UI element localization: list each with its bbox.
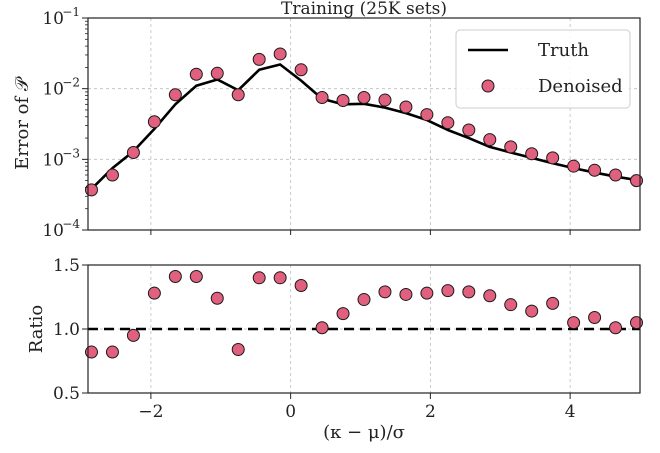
denoised-point xyxy=(504,140,518,154)
ratio-point xyxy=(168,270,182,284)
ratio-point xyxy=(483,289,497,303)
denoised-point xyxy=(567,159,581,173)
top-yticks: 10−110−210−310−4 xyxy=(42,5,571,241)
bottom-yticks: 0.5 1.0 1.5 xyxy=(53,256,88,404)
top-y-axis-label: Error of 𝒫 xyxy=(12,76,33,170)
bottom-ytick-label: 1.0 xyxy=(53,320,80,340)
ratio-point xyxy=(231,342,245,356)
ratio-point xyxy=(378,285,392,299)
bottom-xtick-label: −2 xyxy=(138,402,163,422)
denoised-point xyxy=(588,163,602,177)
top-chart-title: Training (25K sets) xyxy=(281,0,447,19)
denoised-point xyxy=(252,52,266,66)
bottom-x-axis-label: (κ − μ)/σ xyxy=(323,422,405,443)
denoised-point xyxy=(168,88,182,102)
denoised-point xyxy=(378,93,392,107)
ratio-point xyxy=(525,304,539,318)
top-ytick-label: 10 xyxy=(42,80,64,100)
ratio-point xyxy=(189,270,203,284)
top-panel: 10−110−210−310−4 Training (25K sets) Err… xyxy=(12,0,644,241)
bottom-ytick-label: 1.5 xyxy=(53,256,80,276)
denoised-point xyxy=(84,183,98,197)
ratio-point xyxy=(441,284,455,298)
denoised-point xyxy=(336,94,350,108)
bottom-xticks: −2 0 2 4 xyxy=(138,393,576,422)
bottom-xtick-label: 0 xyxy=(285,402,296,422)
ratio-point xyxy=(336,307,350,321)
ratio-point xyxy=(294,278,308,292)
denoised-point xyxy=(315,90,329,104)
bottom-xtick-label: 4 xyxy=(565,402,576,422)
ratio-point xyxy=(105,345,119,359)
top-ytick-exponent: −3 xyxy=(62,146,80,160)
legend-denoised-label: Denoised xyxy=(538,76,623,97)
legend: Truth Denoised xyxy=(455,29,631,109)
bottom-xtick-label: 2 xyxy=(425,402,436,422)
denoised-point xyxy=(483,133,497,147)
denoised-point xyxy=(399,100,413,114)
ratio-point xyxy=(546,296,560,310)
legend-denoised-swatch xyxy=(481,79,495,93)
top-series xyxy=(84,47,644,197)
denoised-point xyxy=(630,174,644,188)
denoised-point xyxy=(189,67,203,81)
top-ytick-exponent: −1 xyxy=(62,5,80,19)
top-ytick-label: 10 xyxy=(42,221,64,241)
ratio-point xyxy=(273,271,287,285)
denoised-point xyxy=(147,115,161,129)
denoised-point xyxy=(420,108,434,122)
ratio-point xyxy=(315,321,329,335)
ratio-point xyxy=(630,316,644,330)
bottom-ytick-label: 0.5 xyxy=(53,384,80,404)
denoised-point xyxy=(546,151,560,165)
denoised-point xyxy=(462,123,476,137)
denoised-point xyxy=(357,90,371,104)
bottom-series xyxy=(84,270,644,359)
denoised-point xyxy=(441,116,455,130)
ratio-point xyxy=(588,310,602,324)
denoised-point xyxy=(126,145,140,159)
ratio-point xyxy=(609,321,623,335)
bottom-y-axis-label: Ratio xyxy=(26,305,47,354)
top-ytick-exponent: −2 xyxy=(62,76,80,90)
ratio-point xyxy=(462,285,476,299)
bottom-panel: 0.5 1.0 1.5 −2 0 2 4 Ratio (κ − μ)/σ xyxy=(26,256,644,443)
legend-truth-label: Truth xyxy=(538,40,589,61)
ratio-point xyxy=(357,293,371,307)
ratio-point xyxy=(420,286,434,300)
denoised-point xyxy=(105,168,119,182)
denoised-point xyxy=(294,63,308,77)
ratio-point xyxy=(504,298,518,312)
denoised-point xyxy=(525,147,539,161)
ratio-point xyxy=(84,345,98,359)
denoised-point xyxy=(609,168,623,182)
top-ytick-label: 10 xyxy=(42,150,64,170)
denoised-point xyxy=(231,88,245,102)
top-ytick-label: 10 xyxy=(42,9,64,29)
ratio-point xyxy=(126,328,140,342)
ratio-point xyxy=(567,316,581,330)
ratio-point xyxy=(210,291,224,305)
ratio-point xyxy=(147,286,161,300)
top-plot-frame xyxy=(87,17,641,231)
ratio-point xyxy=(399,287,413,301)
ratio-point xyxy=(252,271,266,285)
denoised-point xyxy=(273,47,287,61)
denoised-point xyxy=(210,66,224,80)
top-ytick-exponent: −4 xyxy=(62,217,80,231)
